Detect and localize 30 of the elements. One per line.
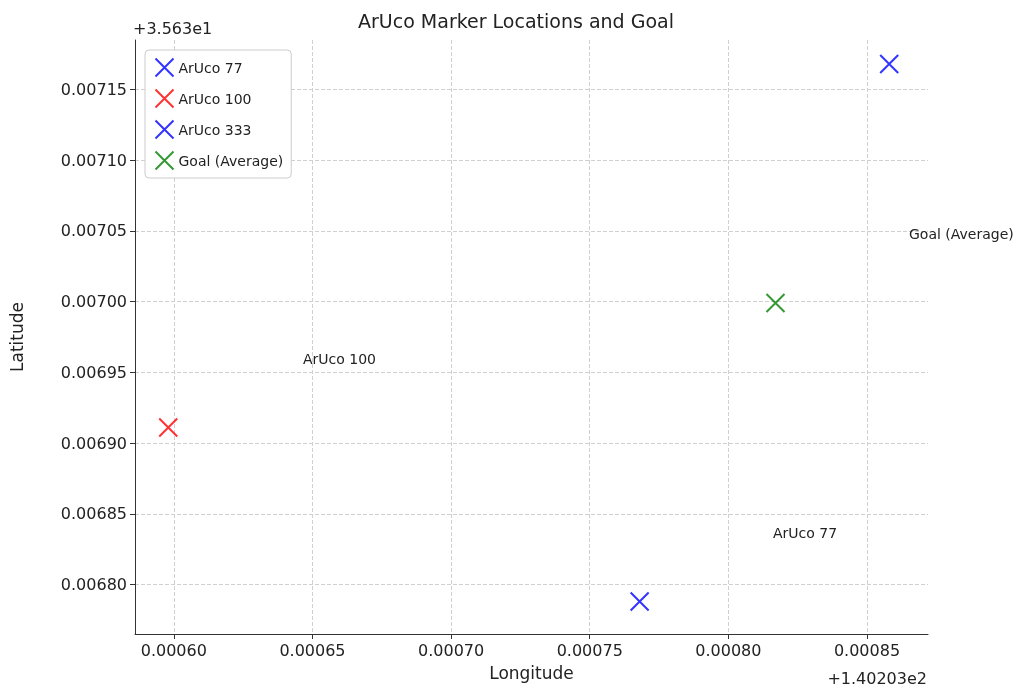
y-tick-label: 0.00680	[60, 575, 127, 594]
legend-label: Goal (Average)	[178, 152, 284, 169]
annotation: ArUco 77	[773, 525, 838, 541]
x-tick-label: 0.00085	[833, 640, 901, 660]
y-axis-title: Latitude	[6, 302, 27, 372]
x-tick-label: 0.00075	[556, 640, 623, 660]
y-tick-label: 0.00715	[60, 80, 127, 99]
legend-label: ArUco 100	[178, 90, 252, 107]
text: +3.563e1	[133, 18, 213, 38]
annotation: Goal (Average)	[909, 226, 1014, 242]
text: +1.40203e2	[827, 668, 927, 688]
y-tick-label: 0.00710	[60, 150, 127, 170]
legend-label: ArUco 77	[178, 59, 243, 76]
x-tick-label: 0.00080	[695, 640, 762, 660]
point	[629, 591, 650, 612]
y-tick-label: 0.00700	[60, 292, 127, 312]
y-tick-label: 0.00685	[60, 504, 127, 524]
y-tick-label: 0.00690	[60, 433, 127, 453]
x-tick-label: 0.00060	[140, 640, 207, 660]
x-tick-label: 0.00065	[279, 640, 346, 660]
x-tick-label: 0.00070	[418, 640, 485, 660]
annotation: ArUco 100	[303, 351, 377, 367]
x-axis-title: Longitude	[489, 662, 574, 683]
point	[879, 54, 900, 75]
y-tick-label: 0.00705	[60, 221, 127, 241]
chart-title: ArUco Marker Locations and Goal	[358, 9, 674, 32]
legend-label: ArUco 333	[178, 121, 252, 138]
point	[765, 293, 786, 314]
point	[158, 417, 179, 438]
y-tick-label: 0.00695	[60, 362, 127, 382]
